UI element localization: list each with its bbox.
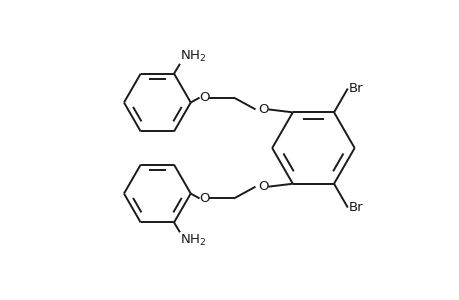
Text: Br: Br	[348, 201, 363, 214]
Text: O: O	[199, 192, 209, 205]
Text: NH$_2$: NH$_2$	[179, 232, 206, 248]
Text: Br: Br	[348, 82, 363, 95]
Text: O: O	[257, 103, 268, 116]
Text: NH$_2$: NH$_2$	[179, 48, 206, 64]
Text: O: O	[257, 180, 268, 193]
Text: O: O	[199, 91, 209, 104]
